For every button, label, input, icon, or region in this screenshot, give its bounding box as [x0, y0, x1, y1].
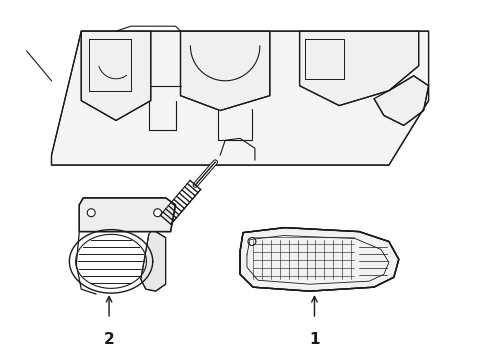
Polygon shape — [240, 228, 399, 291]
Text: 1: 1 — [309, 332, 319, 347]
Circle shape — [154, 209, 162, 217]
Polygon shape — [299, 31, 418, 105]
Polygon shape — [51, 31, 429, 165]
Polygon shape — [374, 76, 429, 125]
Polygon shape — [79, 198, 175, 231]
Polygon shape — [180, 31, 270, 111]
Polygon shape — [141, 231, 166, 291]
Circle shape — [87, 209, 95, 217]
Text: 2: 2 — [104, 332, 115, 347]
Polygon shape — [81, 31, 151, 121]
Circle shape — [248, 238, 256, 246]
